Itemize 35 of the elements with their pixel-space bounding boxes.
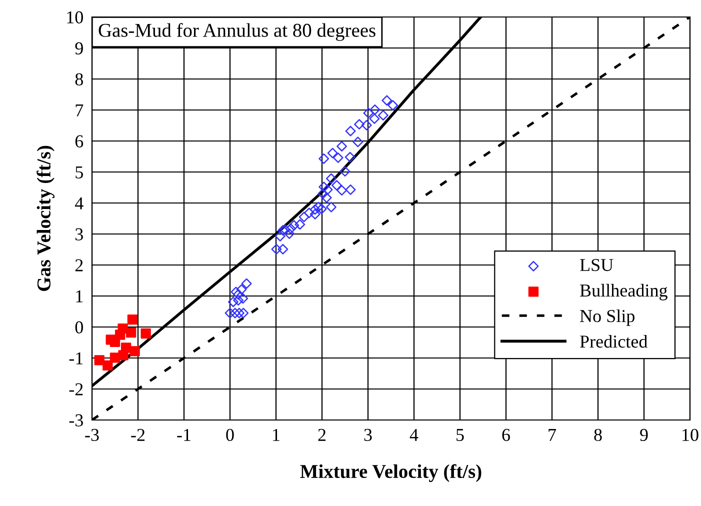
y-tick-label: 6 — [75, 135, 84, 148]
y-tick-label: 2 — [75, 259, 83, 272]
y-tick-label: 7 — [76, 104, 84, 116]
x-tick-label: 4 — [410, 428, 418, 441]
legend-label: LSU — [580, 258, 614, 272]
y-tick-label: 5 — [76, 166, 83, 178]
y-tick-label: 4 — [74, 197, 84, 210]
y-tick-label: -3 — [69, 414, 83, 426]
legend-label: Bullheading — [580, 284, 668, 300]
x-tick-label: 6 — [502, 428, 510, 442]
y-tick-label: 3 — [76, 228, 83, 240]
x-tick-label: 7 — [548, 429, 556, 441]
x-tick-label: -3 — [85, 428, 99, 442]
x-tick-label: -2 — [131, 428, 145, 441]
y-tick-label: 1 — [76, 290, 83, 302]
y-tick-label: 0 — [75, 321, 83, 334]
x-tick-label: 10 — [682, 428, 698, 442]
legend-label: No Slip — [580, 309, 634, 326]
y-axis-title: Gas Velocity (ft/s) — [36, 146, 54, 292]
x-axis-title: Mixture Velocity (ft/s) — [300, 464, 482, 482]
x-tick-label: 3 — [364, 428, 372, 442]
x-tick-label: 5 — [456, 429, 464, 442]
x-tick-label: 0 — [226, 428, 234, 442]
y-tick-label: 9 — [75, 42, 83, 54]
x-tick-label: 2 — [318, 428, 326, 441]
x-tick-label: -1 — [177, 428, 190, 441]
y-tick-label: -2 — [69, 383, 83, 396]
y-tick-label: -1 — [69, 352, 83, 364]
chart-title: Gas-Mud for Annulus at 80 degrees — [98, 23, 376, 41]
legend-label: Predicted — [580, 334, 648, 348]
x-tick-label: 8 — [594, 428, 602, 442]
x-tick-label: 9 — [640, 428, 648, 442]
x-tick-label: 1 — [273, 428, 280, 441]
y-tick-label: 8 — [75, 73, 83, 86]
y-tick-label: 10 — [67, 11, 83, 24]
